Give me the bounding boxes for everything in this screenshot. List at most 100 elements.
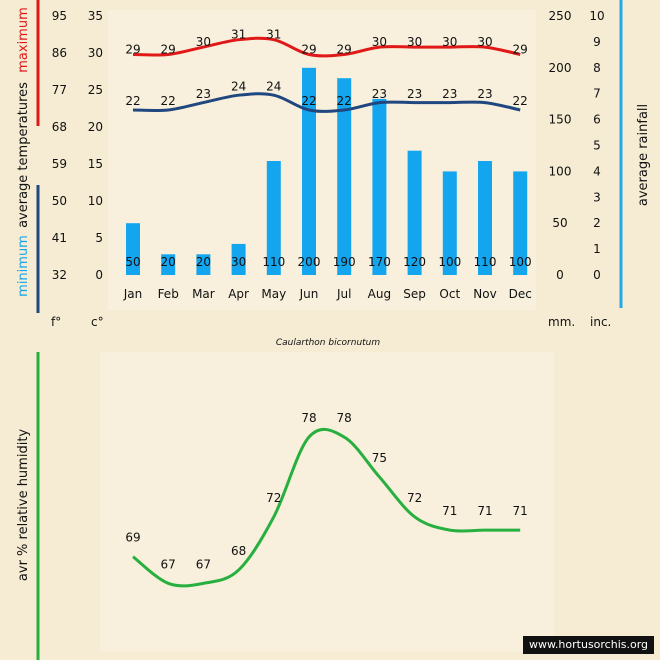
month-label: Jul <box>336 287 351 301</box>
rainfall-bar <box>266 161 281 275</box>
inch-tick-label: 3 <box>593 190 601 204</box>
humidity-value-label: 69 <box>125 531 140 545</box>
maximum-value-label: 30 <box>477 35 492 49</box>
f-tick-label: 77 <box>52 83 67 97</box>
month-label: Jun <box>299 287 319 301</box>
c-unit-label: c° <box>91 315 104 329</box>
temperature-lines <box>132 36 521 113</box>
rainfall-bar <box>372 98 387 276</box>
humidity-value-label: 71 <box>442 504 457 518</box>
humidity-axis-label: avr % relative humidity <box>16 429 31 582</box>
f-tick-label: 41 <box>52 231 67 245</box>
rainfall-bar <box>407 150 422 275</box>
rainfall-bars <box>126 67 528 276</box>
rainfall-bar <box>196 254 211 275</box>
mm-tick-label: 200 <box>549 61 572 75</box>
c-tick-label: 10 <box>88 194 103 208</box>
mm-tick-label: 150 <box>549 113 572 127</box>
inch-tick-label: 7 <box>593 87 601 101</box>
minimum-value-label: 22 <box>337 94 352 108</box>
rainfall-value-label: 200 <box>298 255 321 269</box>
f-tick-label: 59 <box>52 157 67 171</box>
mm-tick-label: 50 <box>552 216 567 230</box>
c-tick-label: 30 <box>88 46 103 60</box>
species-title: Caularthon bicornutum <box>276 338 381 348</box>
minimum-value-label: 24 <box>231 79 246 93</box>
minimum-value-label: 22 <box>125 94 140 108</box>
maximum-value-label: 31 <box>266 28 281 42</box>
minimum-value-label: 24 <box>266 79 281 93</box>
humidity-value-label: 71 <box>513 504 528 518</box>
maximum-value-label: 29 <box>513 42 528 56</box>
watermark[interactable]: www.hortusorchis.org <box>523 636 654 654</box>
mm-tick-label: 100 <box>549 164 572 178</box>
rainfall-bar <box>302 67 316 275</box>
humidity-value-label: 72 <box>266 491 281 505</box>
inch-tick-label: 1 <box>593 242 601 256</box>
rainfall-value-label: 20 <box>196 255 211 269</box>
month-label: Dec <box>509 287 532 301</box>
maximum-value-label: 30 <box>196 35 211 49</box>
rainfall-bar <box>442 171 457 275</box>
inch-tick-label: 0 <box>593 268 601 282</box>
minimum-value-label: 22 <box>301 94 316 108</box>
c-tick-label: 20 <box>88 120 103 134</box>
rainfall-value-label: 170 <box>368 255 391 269</box>
f-tick-label: 86 <box>52 46 67 60</box>
minimum-value-label: 22 <box>161 94 176 108</box>
f-tick-label: 32 <box>52 268 67 282</box>
maximum-value-label: 30 <box>407 35 422 49</box>
month-label: Nov <box>473 287 496 301</box>
humidity-value-label: 67 <box>161 557 176 571</box>
minimum-value-label: 23 <box>407 87 422 101</box>
humidity-value-label: 78 <box>337 411 352 425</box>
rainfall-value-label: 50 <box>125 255 140 269</box>
rainfall-value-label: 190 <box>333 255 356 269</box>
inch-tick-label: 9 <box>593 35 601 49</box>
rainfall-value-label: 100 <box>438 255 461 269</box>
maximum-value-label: 31 <box>231 28 246 42</box>
humidity-value-label: 75 <box>372 451 387 465</box>
minimum-value-label: 23 <box>477 87 492 101</box>
f-unit-label: f° <box>51 315 61 329</box>
minimum-value-label: 23 <box>372 87 387 101</box>
humidity-plot-panel <box>100 352 554 652</box>
mm-tick-label: 250 <box>549 9 572 23</box>
mm-unit-label: mm. <box>548 315 575 329</box>
rainfall-value-label: 120 <box>403 255 426 269</box>
rainfall-bar <box>231 243 246 275</box>
maximum-value-label: 30 <box>372 35 387 49</box>
minimum-value-label: 23 <box>442 87 457 101</box>
month-label: Jan <box>123 287 143 301</box>
c-tick-label: 25 <box>88 83 103 97</box>
f-tick-label: 95 <box>52 9 67 23</box>
minimum-value-label: 23 <box>196 87 211 101</box>
month-label: Oct <box>439 287 460 301</box>
humidity-line-chart: 69 67 67 68 72 78 78 75 72 71 71 71 <box>125 411 528 588</box>
humidity-value-label: 72 <box>407 491 422 505</box>
month-label: Aug <box>368 287 391 301</box>
rainfall-bar <box>126 223 140 275</box>
maximum-value-label: 29 <box>301 42 316 56</box>
fahrenheit-axis: 95 86 77 68 59 50 41 32 <box>52 9 67 282</box>
humidity-value-label: 71 <box>477 504 492 518</box>
temperature-value-labels: 29 29 30 31 31 29 29 30 30 30 30 29 22 22 23 24 24 22 22 23… <box>125 28 527 109</box>
minimum-label: minimum <box>16 235 31 297</box>
minimum-value-label: 22 <box>513 94 528 108</box>
humidity-line <box>132 427 521 588</box>
humidity-value-label: 78 <box>301 411 316 425</box>
month-axis: Jan Feb Mar Apr May Jun Jul Aug Sep Oct Nov Dec <box>123 287 532 301</box>
c-tick-label: 15 <box>88 157 103 171</box>
month-label: Apr <box>228 287 249 301</box>
inch-tick-label: 4 <box>593 164 601 178</box>
mm-tick-label: 0 <box>556 268 564 282</box>
f-tick-label: 68 <box>52 120 67 134</box>
rainfall-value-label: 110 <box>474 255 497 269</box>
average-rainfall-label: average rainfall <box>636 104 651 206</box>
maximum-temperature-line <box>132 36 521 58</box>
inch-tick-label: 5 <box>593 139 601 153</box>
inch-tick-label: 10 <box>589 9 604 23</box>
rainfall-value-label: 100 <box>509 255 532 269</box>
